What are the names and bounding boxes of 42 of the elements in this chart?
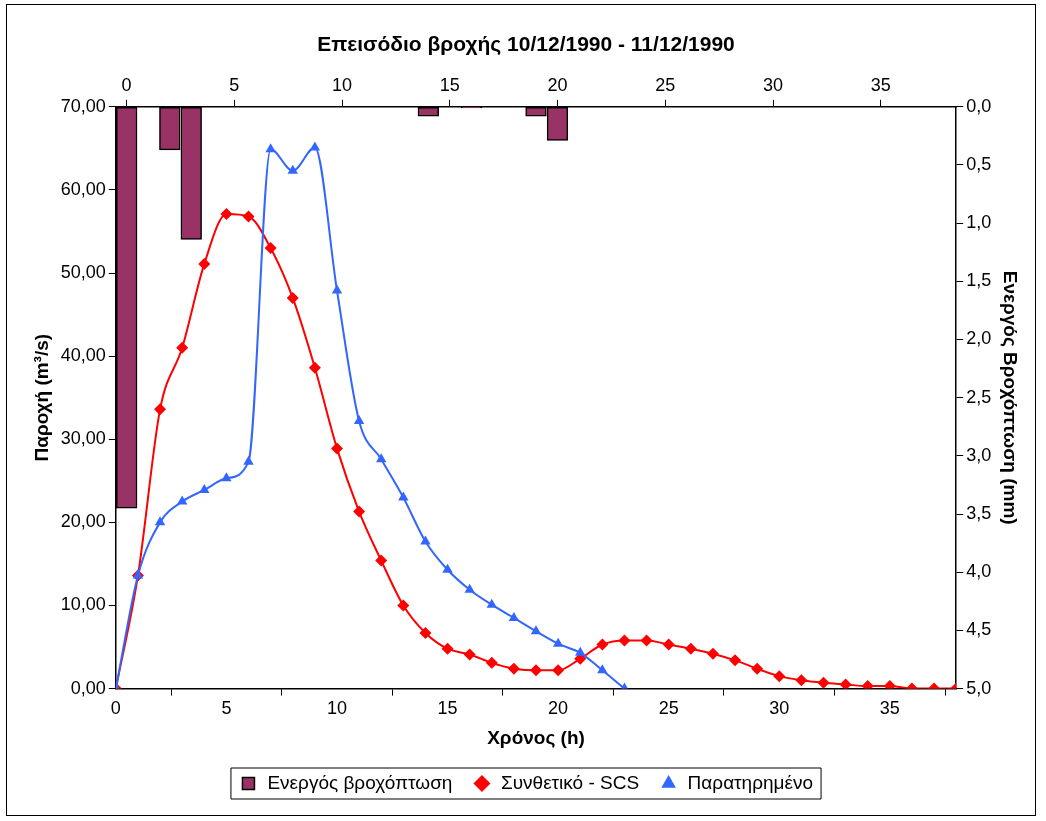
x-axis-title: Χρόνος (h) bbox=[487, 726, 585, 748]
legend-label: Παρατηρημένο bbox=[687, 771, 814, 793]
y-tick-label: 70,00 bbox=[60, 95, 106, 116]
y-tick-label: 60,00 bbox=[60, 178, 106, 199]
x-tick-label: 20 bbox=[548, 698, 569, 719]
x-tick-label: 0 bbox=[110, 698, 121, 719]
x-tick-label: 25 bbox=[658, 698, 679, 719]
y2-tick-label: 4,5 bbox=[966, 619, 992, 640]
y2-axis-title: Ενεργός Βροχόπτωση (mm) bbox=[1000, 270, 1022, 525]
y2-tick-label: 5,0 bbox=[966, 677, 992, 698]
x-tick-label: 10 bbox=[326, 698, 347, 719]
y-axis-title: Παροχή (m³/s) bbox=[30, 333, 52, 462]
x2-tick-label: 30 bbox=[763, 74, 784, 95]
x2-tick-label: 0 bbox=[121, 74, 132, 95]
x2-tick-label: 10 bbox=[332, 74, 353, 95]
y-tick-label: 20,00 bbox=[60, 511, 106, 532]
x2-tick-label: 20 bbox=[547, 74, 568, 95]
y2-tick-label: 2,0 bbox=[966, 328, 992, 349]
x-tick-label: 5 bbox=[221, 698, 232, 719]
y2-tick-label: 4,0 bbox=[966, 561, 992, 582]
x2-tick-label: 25 bbox=[655, 74, 676, 95]
y-tick-label: 10,00 bbox=[60, 594, 106, 615]
y-tick-label: 30,00 bbox=[60, 428, 106, 449]
y2-tick-label: 1,0 bbox=[966, 212, 992, 233]
y-tick-label: 0,00 bbox=[70, 677, 106, 698]
y2-tick-label: 3,5 bbox=[966, 503, 992, 524]
y2-tick-label: 1,5 bbox=[966, 270, 992, 291]
x-tick-label: 15 bbox=[437, 698, 458, 719]
x2-tick-label: 5 bbox=[229, 74, 240, 95]
legend-label: Συνθετικό - SCS bbox=[500, 771, 640, 793]
y2-tick-label: 0,0 bbox=[966, 95, 992, 116]
x2-tick-label: 35 bbox=[870, 74, 891, 95]
y2-tick-label: 3,0 bbox=[966, 444, 992, 465]
x-tick-label: 30 bbox=[769, 698, 790, 719]
y-tick-label: 50,00 bbox=[60, 262, 106, 282]
chart-title: Επεισόδιο βροχής 10/12/1990 - 11/12/1990 bbox=[317, 32, 735, 57]
legend-label: Ενεργός βροχόπτωση bbox=[267, 771, 453, 793]
x-tick-label: 35 bbox=[879, 698, 900, 719]
x2-tick-label: 15 bbox=[439, 74, 460, 95]
y-tick-label: 40,00 bbox=[60, 345, 106, 366]
y2-tick-label: 2,5 bbox=[966, 386, 992, 407]
y2-tick-label: 0,5 bbox=[966, 153, 992, 174]
